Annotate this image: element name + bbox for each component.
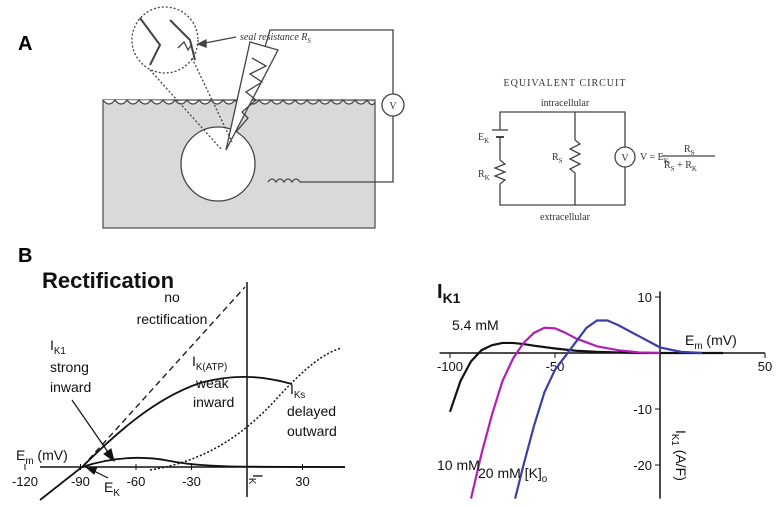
voltmeter-label: V [389, 101, 397, 112]
series-name: 5.4 mM [452, 317, 499, 333]
eq-sub: K [692, 165, 697, 173]
axis-rest: (mV) [34, 447, 68, 463]
panel-label: B [18, 245, 32, 267]
axis-sub: m [694, 341, 702, 352]
series-label: 5.4 mM [452, 317, 499, 333]
axis-sub: K1 [669, 434, 680, 446]
seal-sub: S [307, 37, 311, 45]
rs-sub: S [559, 157, 563, 165]
annotation: rectification [137, 311, 208, 327]
x-axis-label: Em (mV) [685, 332, 737, 352]
annotation: IK1 [50, 337, 66, 357]
seal-text: seal resistance R [240, 32, 307, 43]
axis-sub: K [246, 478, 257, 485]
x-tick-label: -60 [127, 474, 146, 489]
axis-rest: (A/F) [673, 446, 689, 481]
x-tick-label: -90 [71, 474, 90, 489]
chart-title: IK1 [437, 281, 461, 306]
panel-label: A [18, 33, 32, 55]
y-tick-label: -10 [633, 402, 652, 417]
annotation: EK [104, 479, 120, 499]
ann-main: E [104, 479, 113, 495]
circuit-bottom: extracellular [540, 212, 591, 223]
y-tick-label: 10 [638, 290, 652, 305]
axis-rest: (mV) [703, 332, 737, 348]
axis-main: E [16, 447, 25, 463]
annotation: no [164, 289, 180, 305]
circuit [492, 112, 715, 205]
ann-sub: K(ATP) [196, 362, 227, 373]
x-axis-label: Em (mV) [16, 447, 68, 467]
eq-text: + R [675, 160, 693, 171]
annotation: inward [50, 379, 91, 395]
title-sub: K1 [443, 290, 461, 306]
x-tick-label: -30 [182, 474, 201, 489]
ann-sub: K1 [54, 346, 66, 357]
eq-sub: S [691, 149, 695, 157]
ek-label: EK [478, 132, 489, 145]
equation-den: RS + RK [664, 160, 697, 173]
annotation: IKs [290, 381, 305, 401]
rs-label: RS [552, 152, 563, 165]
series-name: 20 mM [K] [478, 465, 542, 481]
annotation: IK(ATP) [192, 353, 227, 373]
annotation: inward [193, 394, 234, 410]
series-label: 10 mM [437, 457, 480, 473]
axis-sub: m [25, 456, 33, 467]
ann-sub: K [113, 488, 120, 499]
chart-title: Rectification [42, 268, 174, 293]
ek-sub: K [484, 137, 489, 145]
x-tick-label: -100 [437, 359, 463, 374]
circuit-title: EQUIVALENT CIRCUIT [504, 78, 627, 89]
annotation: delayed [287, 403, 336, 419]
y-tick-label: -20 [633, 458, 652, 473]
series-name-sub: o [542, 474, 548, 485]
eq-text: V = E [640, 152, 664, 163]
x-tick-label: -120 [12, 474, 38, 489]
annotation: strong [50, 359, 89, 375]
annotation: weak [195, 375, 230, 391]
rk-sub: K [485, 174, 490, 182]
y-axis-label: IK [246, 474, 266, 485]
x-tick-label: 30 [295, 474, 309, 489]
circuit-voltmeter: V [621, 153, 629, 164]
equation-num: RS [684, 144, 695, 157]
y-axis-label: IK1 (A/F) [669, 430, 689, 481]
circuit-top: intracellular [541, 98, 590, 109]
ann-sub: Ks [294, 390, 306, 401]
axis-main: E [685, 332, 694, 348]
x-tick-label: 50 [758, 359, 772, 374]
series-label: 20 mM [K]o [478, 465, 548, 485]
figure: A B seal resistance RS V EQUIVALENT CIRC… [0, 0, 778, 507]
rk-label: RK [478, 169, 490, 182]
series-name: 10 mM [437, 457, 480, 473]
annotation: outward [287, 423, 337, 439]
